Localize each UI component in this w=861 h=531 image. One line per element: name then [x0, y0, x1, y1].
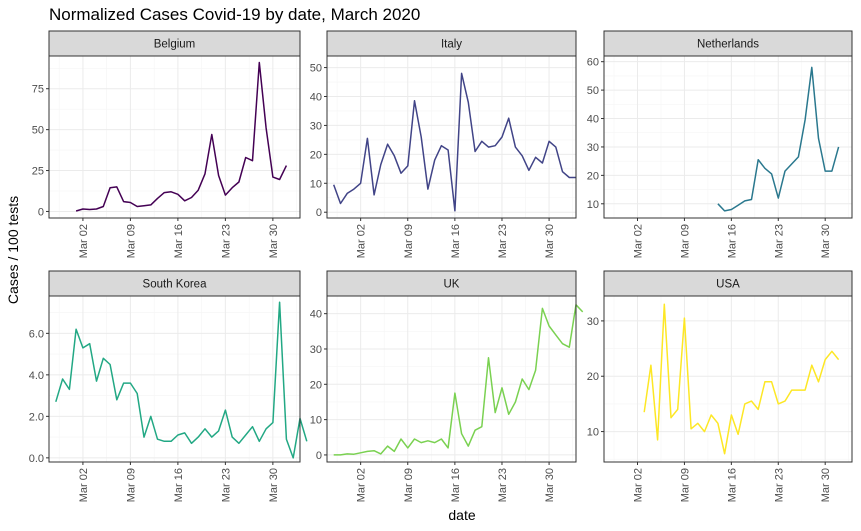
- strip-belgium: [48, 30, 301, 57]
- x-tick-label: Mar 30: [268, 224, 280, 258]
- x-tick-label: Mar 16: [450, 468, 462, 502]
- y-tick-label: 30: [587, 316, 599, 328]
- y-tick-label: 20: [310, 149, 322, 161]
- y-tick-label: 0: [38, 206, 44, 218]
- panel-background: [327, 296, 576, 462]
- x-tick-label: Mar 02: [356, 468, 368, 502]
- panel-background: [327, 56, 576, 218]
- series-line-usa: [643, 303, 840, 455]
- chart-title: Normalized Cases Covid-19 by date, March…: [49, 5, 420, 24]
- x-tick-label: Mar 09: [679, 468, 691, 502]
- y-tick-label: 2.0: [29, 411, 44, 423]
- panel-background: [604, 56, 852, 218]
- x-tick-label: Mar 09: [403, 224, 415, 258]
- strip-usa: [603, 270, 853, 297]
- y-tick-label: 50: [587, 85, 599, 97]
- x-tick-label: Mar 09: [403, 468, 415, 502]
- y-axis-title: Cases / 100 tests: [5, 196, 21, 304]
- y-tick-label: 10: [310, 178, 322, 190]
- y-tick-label: 75: [32, 84, 44, 96]
- x-tick-label: Mar 09: [125, 224, 137, 258]
- y-tick-label: 20: [587, 170, 599, 182]
- x-tick-label: Mar 30: [268, 468, 280, 502]
- x-tick-label: Mar 23: [497, 468, 509, 502]
- strip-label: Italy: [441, 39, 462, 51]
- x-tick-label: Mar 23: [497, 224, 509, 258]
- y-tick-label: 20: [310, 379, 322, 391]
- x-tick-label: Mar 02: [633, 468, 645, 502]
- x-tick-label: Mar 09: [679, 224, 691, 258]
- y-tick-label: 0: [316, 450, 322, 462]
- y-tick-label: 30: [310, 120, 322, 132]
- panel-border: [48, 295, 301, 463]
- y-tick-label: 50: [310, 63, 322, 75]
- y-tick-label: 10: [587, 427, 599, 439]
- panel-background: [49, 296, 300, 462]
- x-tick-label: Mar 23: [773, 468, 785, 502]
- strip-label: Belgium: [154, 39, 196, 51]
- y-tick-label: 60: [587, 57, 599, 69]
- y-tick-label: 40: [310, 309, 322, 321]
- y-tick-label: 30: [310, 344, 322, 356]
- y-tick-label: 4.0: [29, 370, 44, 382]
- x-axis-title: date: [448, 507, 475, 523]
- x-tick-label: Mar 30: [820, 224, 832, 258]
- panel-belgium: Belgium 0 25 50 75 Mar 02 Mar 09 Mar 16 Mar 23 Ma…: [32, 30, 301, 258]
- strip-label: Netherlands: [697, 39, 759, 51]
- y-tick-label: 25: [32, 166, 44, 178]
- y-tick-label: 0.0: [29, 453, 44, 465]
- y-tick-label: 50: [32, 125, 44, 137]
- y-tick-label: 6.0: [29, 328, 44, 340]
- panel-border: [603, 55, 853, 219]
- panel-border: [326, 295, 577, 463]
- panel-border: [326, 55, 577, 219]
- facet-panels: Belgium 0 25 50 75 Mar 02 Mar 09 Mar 16 Mar 23 Ma…: [29, 30, 853, 502]
- panel-uk: UK 0 10 20 30 40 Mar 02 Mar 09 Mar 16 Mar 23 Mar 3…: [310, 270, 584, 502]
- strip-label: USA: [716, 279, 740, 291]
- panel-south-korea: South Korea 0.0 2.0 4.0 6.0 Mar 02 Mar 09 Mar 1…: [29, 270, 308, 502]
- x-tick-label: Mar 02: [356, 224, 368, 258]
- strip-label: South Korea: [143, 279, 208, 291]
- panel-border: [603, 295, 853, 463]
- x-tick-label: Mar 02: [78, 224, 90, 258]
- series-line-uk: [333, 304, 584, 456]
- panel-italy: Italy 0 10 20 30 40 50 Mar 02 Mar 09 Mar 16 Mar 23…: [310, 30, 577, 258]
- y-tick-label: 30: [587, 142, 599, 154]
- x-tick-label: Mar 16: [726, 468, 738, 502]
- x-tick-label: Mar 30: [820, 468, 832, 502]
- series-line-belgium: [75, 61, 288, 212]
- x-tick-label: Mar 16: [173, 468, 185, 502]
- panel-netherlands: Netherlands 10 20 30 40 50 60 Mar 02 Mar 09 Mar 1…: [587, 30, 853, 258]
- strip-uk: [326, 270, 577, 297]
- panel-usa: USA 10 20 30 Mar 02 Mar 09 Mar 16 Mar 23 Mar 30: [587, 270, 853, 502]
- panel-border: [48, 55, 301, 219]
- x-tick-label: Mar 02: [633, 224, 645, 258]
- x-tick-label: Mar 09: [125, 468, 137, 502]
- series-line-netherlands: [717, 66, 840, 212]
- x-tick-label: Mar 16: [173, 224, 185, 258]
- x-tick-label: Mar 30: [544, 468, 556, 502]
- y-tick-label: 40: [310, 92, 322, 104]
- y-tick-label: 10: [310, 415, 322, 427]
- strip-italy: [326, 30, 577, 57]
- series-line-south-korea: [55, 301, 308, 459]
- x-tick-label: Mar 16: [450, 224, 462, 258]
- y-tick-label: 0: [316, 207, 322, 219]
- strip-label: UK: [444, 279, 460, 291]
- x-tick-label: Mar 23: [220, 468, 232, 502]
- y-tick-label: 10: [587, 199, 599, 211]
- x-tick-label: Mar 16: [726, 224, 738, 258]
- x-tick-label: Mar 23: [220, 224, 232, 258]
- x-tick-label: Mar 02: [78, 468, 90, 502]
- x-tick-label: Mar 30: [544, 224, 556, 258]
- y-tick-label: 40: [587, 114, 599, 126]
- x-tick-label: Mar 23: [773, 224, 785, 258]
- y-tick-label: 20: [587, 371, 599, 383]
- strip-south-korea: [48, 270, 301, 297]
- strip-netherlands: [603, 30, 853, 57]
- series-line-italy: [332, 72, 576, 212]
